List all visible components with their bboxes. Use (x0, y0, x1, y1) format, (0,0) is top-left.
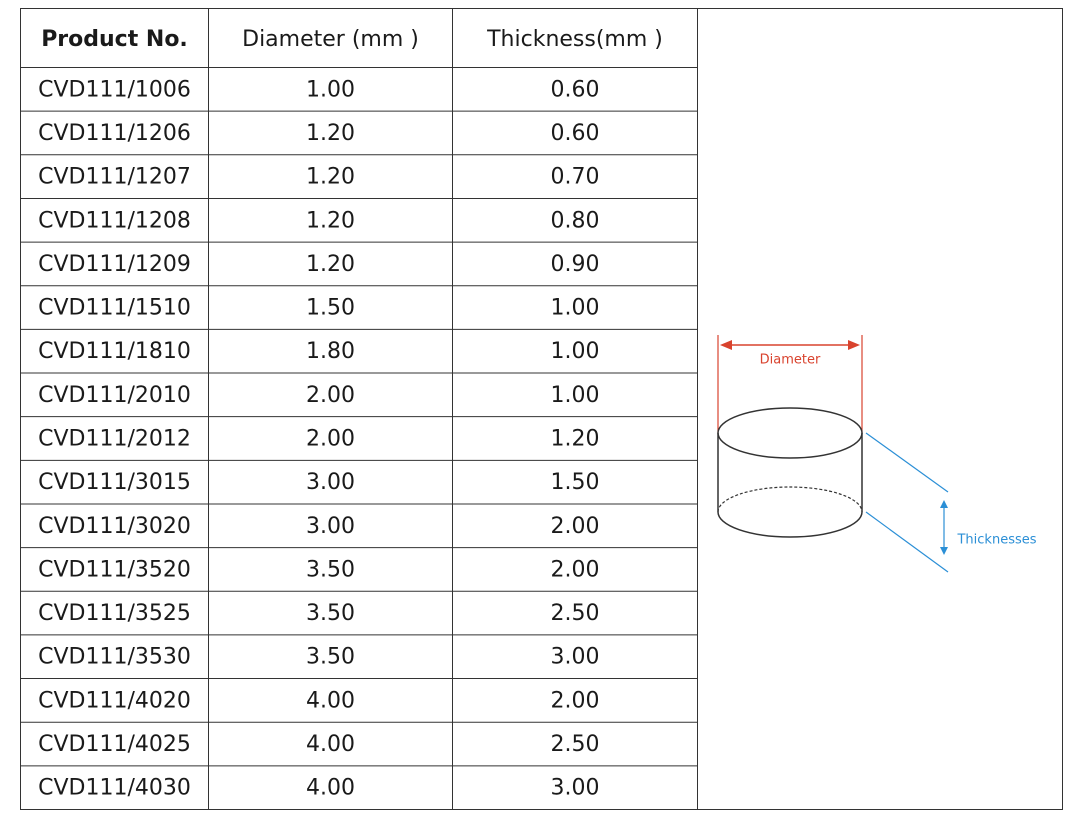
table-cell: CVD111/1206 (38, 121, 191, 146)
table-cell: 2.00 (551, 557, 600, 582)
table-cell: 1.20 (306, 165, 355, 190)
cylinder-diagram: Diameter Thicknesses (717, 335, 1037, 573)
table-cell: CVD111/3525 (38, 601, 191, 626)
table-cell: 0.60 (551, 121, 600, 146)
table-cell: 2.00 (306, 427, 355, 452)
table-cell: 1.00 (306, 77, 355, 102)
header-cell: Thickness(mm ) (486, 27, 663, 52)
table-cell: 1.20 (551, 427, 600, 452)
table-cell: 3.00 (306, 470, 355, 495)
table-cell: 1.20 (306, 208, 355, 233)
table-cell: CVD111/1006 (38, 77, 191, 102)
header-cell: Diameter (mm ) (242, 27, 419, 52)
table-cell: CVD111/3015 (38, 470, 191, 495)
table-cell: 1.80 (306, 339, 355, 364)
table-cell: 1.50 (306, 296, 355, 321)
table-cell: 3.00 (551, 645, 600, 670)
table-cell: CVD111/3020 (38, 514, 191, 539)
table-cell: 4.00 (306, 776, 355, 801)
thickness-label: Thicknesses (956, 533, 1036, 548)
table-cell: CVD111/1208 (38, 208, 191, 233)
table-cell: CVD111/1209 (38, 252, 191, 277)
table-cell: CVD111/4020 (38, 688, 191, 713)
table-cell: CVD111/2012 (38, 427, 191, 452)
table-cell: 2.00 (306, 383, 355, 408)
table-cell: CVD111/1810 (38, 339, 191, 364)
table-cell: CVD111/3530 (38, 645, 191, 670)
table-cell: 1.20 (306, 252, 355, 277)
table-cell: 0.80 (551, 208, 600, 233)
table-border (20, 8, 1063, 810)
table-cell: 0.90 (551, 252, 600, 277)
table-cell: 2.50 (551, 601, 600, 626)
table-cell: 2.00 (551, 514, 600, 539)
table-cell: 2.50 (551, 732, 600, 757)
table-cell: 3.00 (306, 514, 355, 539)
table-cell: 1.00 (551, 296, 600, 321)
table-cell: 1.50 (551, 470, 600, 495)
table-cell: CVD111/2010 (38, 383, 191, 408)
table-cell: 3.50 (306, 601, 355, 626)
table-cell: 1.20 (306, 121, 355, 146)
table-cell: 1.00 (551, 339, 600, 364)
header-cell: Product No. (41, 27, 188, 52)
table-cell: 3.00 (551, 776, 600, 801)
table-cell: CVD111/1510 (38, 296, 191, 321)
table-cell: 4.00 (306, 688, 355, 713)
table-cell: CVD111/4030 (38, 776, 191, 801)
table-cell: 0.70 (551, 165, 600, 190)
table-cell: CVD111/1207 (38, 165, 191, 190)
table-cell: 3.50 (306, 645, 355, 670)
table-cell: 1.00 (551, 383, 600, 408)
table-cell: 3.50 (306, 557, 355, 582)
table-cell: CVD111/4025 (38, 732, 191, 757)
diameter-label: Diameter (760, 353, 821, 368)
table-cell: 0.60 (551, 77, 600, 102)
table-cell: CVD111/3520 (38, 557, 191, 582)
table-cell: 4.00 (306, 732, 355, 757)
table-cell: 2.00 (551, 688, 600, 713)
